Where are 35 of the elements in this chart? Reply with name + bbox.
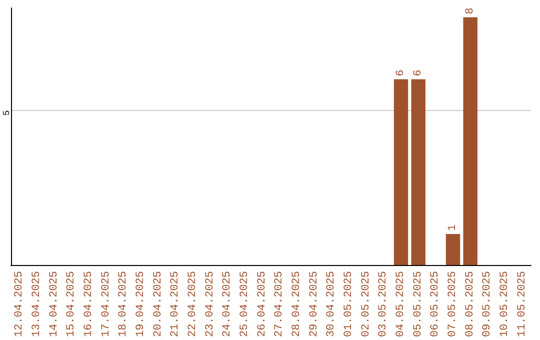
data-label: 6 bbox=[412, 70, 424, 76]
x-tick-label: 23.04.2025 bbox=[204, 270, 216, 338]
x-tick-label: 20.04.2025 bbox=[152, 270, 164, 338]
x-tick-label: 18.04.2025 bbox=[118, 270, 130, 338]
data-label: 1 bbox=[447, 224, 459, 232]
x-tick-label: 17.04.2025 bbox=[100, 270, 112, 338]
x-tick-label: 08.05.2025 bbox=[464, 270, 476, 338]
x-tick-label: 28.04.2025 bbox=[291, 270, 303, 338]
data-label: 8 bbox=[464, 8, 476, 14]
x-tick-label: 15.04.2025 bbox=[66, 270, 78, 338]
x-tick-label: 14.04.2025 bbox=[48, 270, 60, 338]
x-tick-label: 27.04.2025 bbox=[274, 270, 286, 338]
x-tick-label: 04.05.2025 bbox=[395, 270, 407, 338]
x-tick-label: 24.04.2025 bbox=[222, 270, 234, 338]
x-tick-label: 21.04.2025 bbox=[170, 270, 182, 338]
x-tick-label: 13.04.2025 bbox=[31, 270, 43, 338]
x-tick-label: 25.04.2025 bbox=[239, 270, 251, 338]
x-tick-label: 11.05.2025 bbox=[516, 270, 528, 338]
x-tick-label: 22.04.2025 bbox=[187, 270, 199, 338]
x-tick-label: 06.05.2025 bbox=[430, 270, 442, 338]
data-label: 6 bbox=[395, 70, 407, 76]
x-tick-label: 02.05.2025 bbox=[360, 270, 372, 338]
x-tick-label: 19.04.2025 bbox=[135, 270, 147, 338]
x-tick-label: 09.05.2025 bbox=[482, 270, 494, 338]
x-tick-label: 12.04.2025 bbox=[14, 270, 26, 338]
x-tick-label: 05.05.2025 bbox=[412, 270, 424, 338]
x-tick-label: 30.04.2025 bbox=[326, 270, 338, 338]
x-tick-label: 03.05.2025 bbox=[378, 270, 390, 338]
x-tick-label: 07.05.2025 bbox=[447, 270, 459, 338]
ref-line-label: 5 bbox=[2, 110, 12, 116]
x-tick-label: 26.04.2025 bbox=[256, 270, 268, 338]
x-tick-label: 10.05.2025 bbox=[499, 270, 511, 338]
x-tick-label: 16.04.2025 bbox=[83, 270, 95, 338]
x-tick-label: 01.05.2025 bbox=[343, 270, 355, 338]
x-tick-label: 29.04.2025 bbox=[308, 270, 320, 338]
